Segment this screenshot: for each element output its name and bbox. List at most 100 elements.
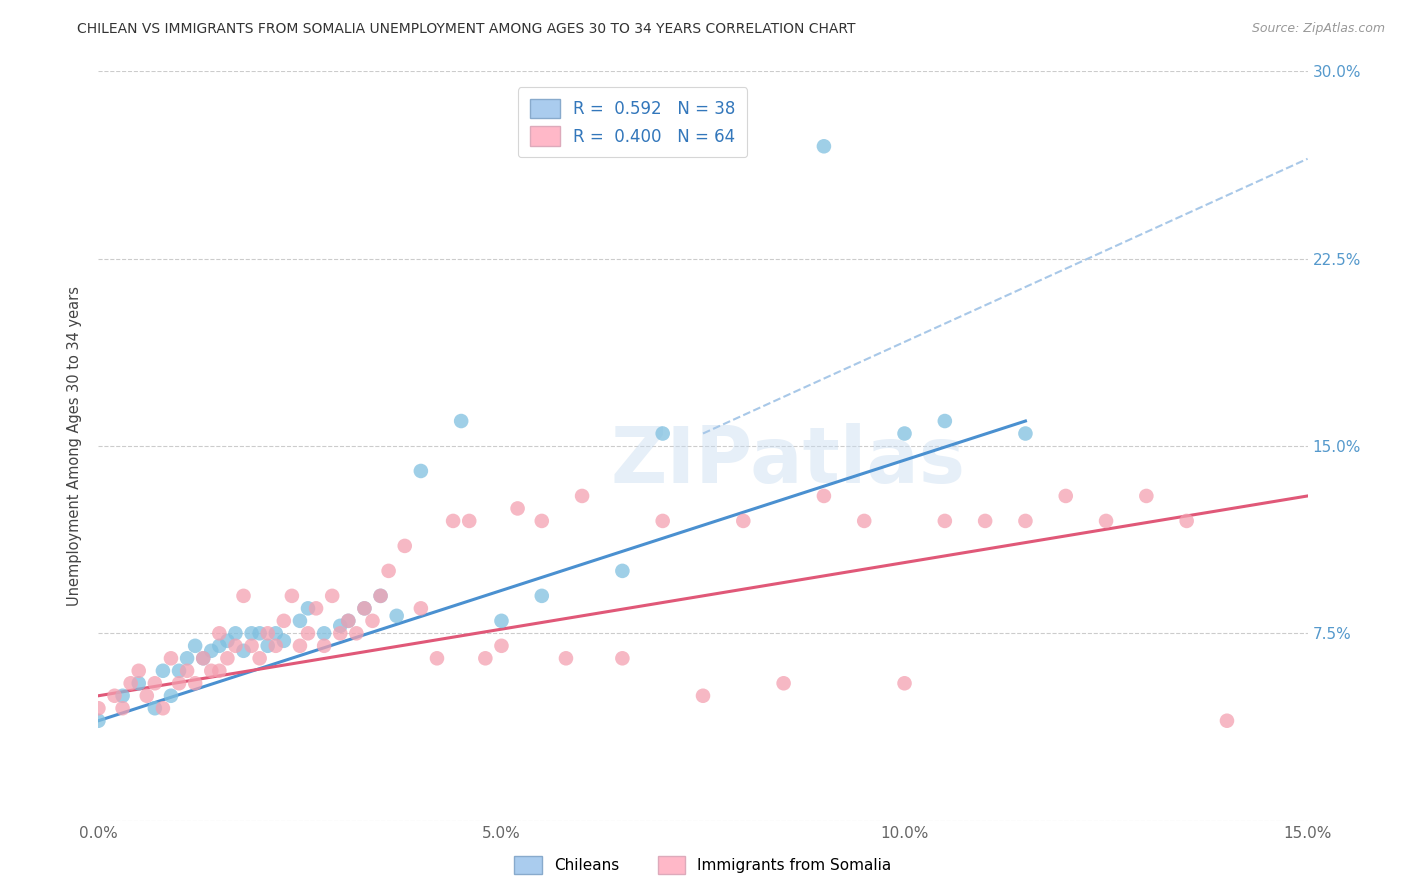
- Point: [208, 664, 231, 678]
- Point: [571, 489, 593, 503]
- Point: [385, 608, 408, 623]
- Point: [256, 639, 278, 653]
- Point: [555, 651, 578, 665]
- Point: [337, 614, 360, 628]
- Point: [240, 639, 263, 653]
- Point: [530, 589, 553, 603]
- Point: [491, 639, 513, 653]
- Point: [111, 689, 134, 703]
- Point: [321, 589, 343, 603]
- Point: [530, 514, 553, 528]
- Point: [87, 701, 110, 715]
- Point: [772, 676, 794, 690]
- Point: [224, 626, 246, 640]
- Point: [1216, 714, 1239, 728]
- Point: [612, 651, 634, 665]
- Point: [329, 626, 352, 640]
- Point: [264, 626, 287, 640]
- Point: [103, 689, 125, 703]
- Point: [409, 464, 432, 478]
- Point: [120, 676, 142, 690]
- Point: [934, 414, 956, 428]
- Legend: R =  0.592   N = 38, R =  0.400   N = 64: R = 0.592 N = 38, R = 0.400 N = 64: [517, 87, 747, 157]
- Point: [167, 664, 190, 678]
- Point: [249, 626, 271, 640]
- Point: [152, 701, 174, 715]
- Text: Source: ZipAtlas.com: Source: ZipAtlas.com: [1251, 22, 1385, 36]
- Point: [1014, 514, 1036, 528]
- Point: [288, 614, 311, 628]
- Point: [394, 539, 416, 553]
- Point: [135, 689, 157, 703]
- Point: [224, 639, 246, 653]
- Point: [813, 489, 835, 503]
- Text: ZIPatlas: ZIPatlas: [610, 423, 965, 499]
- Point: [111, 701, 134, 715]
- Point: [612, 564, 634, 578]
- Point: [314, 639, 336, 653]
- Point: [217, 651, 239, 665]
- Point: [167, 676, 190, 690]
- Point: [1095, 514, 1118, 528]
- Point: [128, 676, 150, 690]
- Point: [1054, 489, 1077, 503]
- Point: [256, 626, 278, 640]
- Point: [1135, 489, 1157, 503]
- Point: [217, 633, 239, 648]
- Point: [1014, 426, 1036, 441]
- Point: [450, 414, 472, 428]
- Y-axis label: Unemployment Among Ages 30 to 34 years: Unemployment Among Ages 30 to 34 years: [67, 286, 83, 606]
- Point: [273, 633, 295, 648]
- Point: [160, 651, 183, 665]
- Point: [1175, 514, 1198, 528]
- Legend: Chileans, Immigrants from Somalia: Chileans, Immigrants from Somalia: [509, 850, 897, 880]
- Point: [506, 501, 529, 516]
- Point: [651, 514, 673, 528]
- Point: [426, 651, 449, 665]
- Point: [491, 614, 513, 628]
- Point: [200, 664, 222, 678]
- Point: [692, 689, 714, 703]
- Point: [176, 651, 198, 665]
- Point: [934, 514, 956, 528]
- Point: [143, 701, 166, 715]
- Point: [297, 626, 319, 640]
- Point: [893, 676, 915, 690]
- Point: [314, 626, 336, 640]
- Point: [232, 644, 254, 658]
- Point: [281, 589, 304, 603]
- Point: [240, 626, 263, 640]
- Point: [264, 639, 287, 653]
- Point: [651, 426, 673, 441]
- Point: [370, 589, 392, 603]
- Point: [176, 664, 198, 678]
- Point: [361, 614, 384, 628]
- Point: [370, 589, 392, 603]
- Text: CHILEAN VS IMMIGRANTS FROM SOMALIA UNEMPLOYMENT AMONG AGES 30 TO 34 YEARS CORREL: CHILEAN VS IMMIGRANTS FROM SOMALIA UNEMP…: [77, 22, 856, 37]
- Point: [353, 601, 375, 615]
- Point: [128, 664, 150, 678]
- Point: [974, 514, 997, 528]
- Point: [337, 614, 360, 628]
- Point: [409, 601, 432, 615]
- Point: [297, 601, 319, 615]
- Point: [305, 601, 328, 615]
- Point: [288, 639, 311, 653]
- Point: [273, 614, 295, 628]
- Point: [143, 676, 166, 690]
- Point: [458, 514, 481, 528]
- Point: [353, 601, 375, 615]
- Point: [184, 676, 207, 690]
- Point: [208, 639, 231, 653]
- Point: [853, 514, 876, 528]
- Point: [232, 589, 254, 603]
- Point: [329, 619, 352, 633]
- Point: [249, 651, 271, 665]
- Point: [441, 514, 464, 528]
- Point: [200, 644, 222, 658]
- Point: [208, 626, 231, 640]
- Point: [184, 639, 207, 653]
- Point: [893, 426, 915, 441]
- Point: [377, 564, 399, 578]
- Point: [152, 664, 174, 678]
